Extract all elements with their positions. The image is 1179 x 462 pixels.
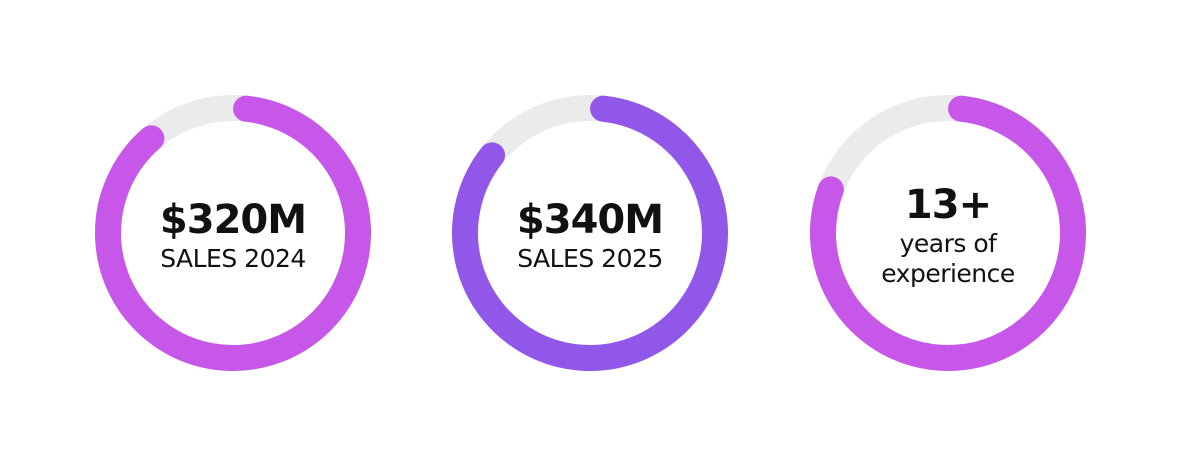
stat-label: years of experience (881, 229, 1015, 288)
ring-progress (810, 95, 1086, 371)
stat-value: $340M (516, 197, 664, 243)
stat-label: SALES 2025 (517, 244, 663, 273)
stat-value: 13+ (904, 182, 992, 228)
stat-text: 13+ years of experience (848, 181, 1048, 289)
stat-text: $340M SALES 2025 (490, 196, 690, 274)
ring-progress (95, 95, 371, 371)
stat-value: $320M (159, 197, 307, 243)
stat-text: $320M SALES 2024 (133, 196, 333, 274)
stat-label: SALES 2024 (160, 244, 306, 273)
ring-progress (452, 95, 728, 371)
